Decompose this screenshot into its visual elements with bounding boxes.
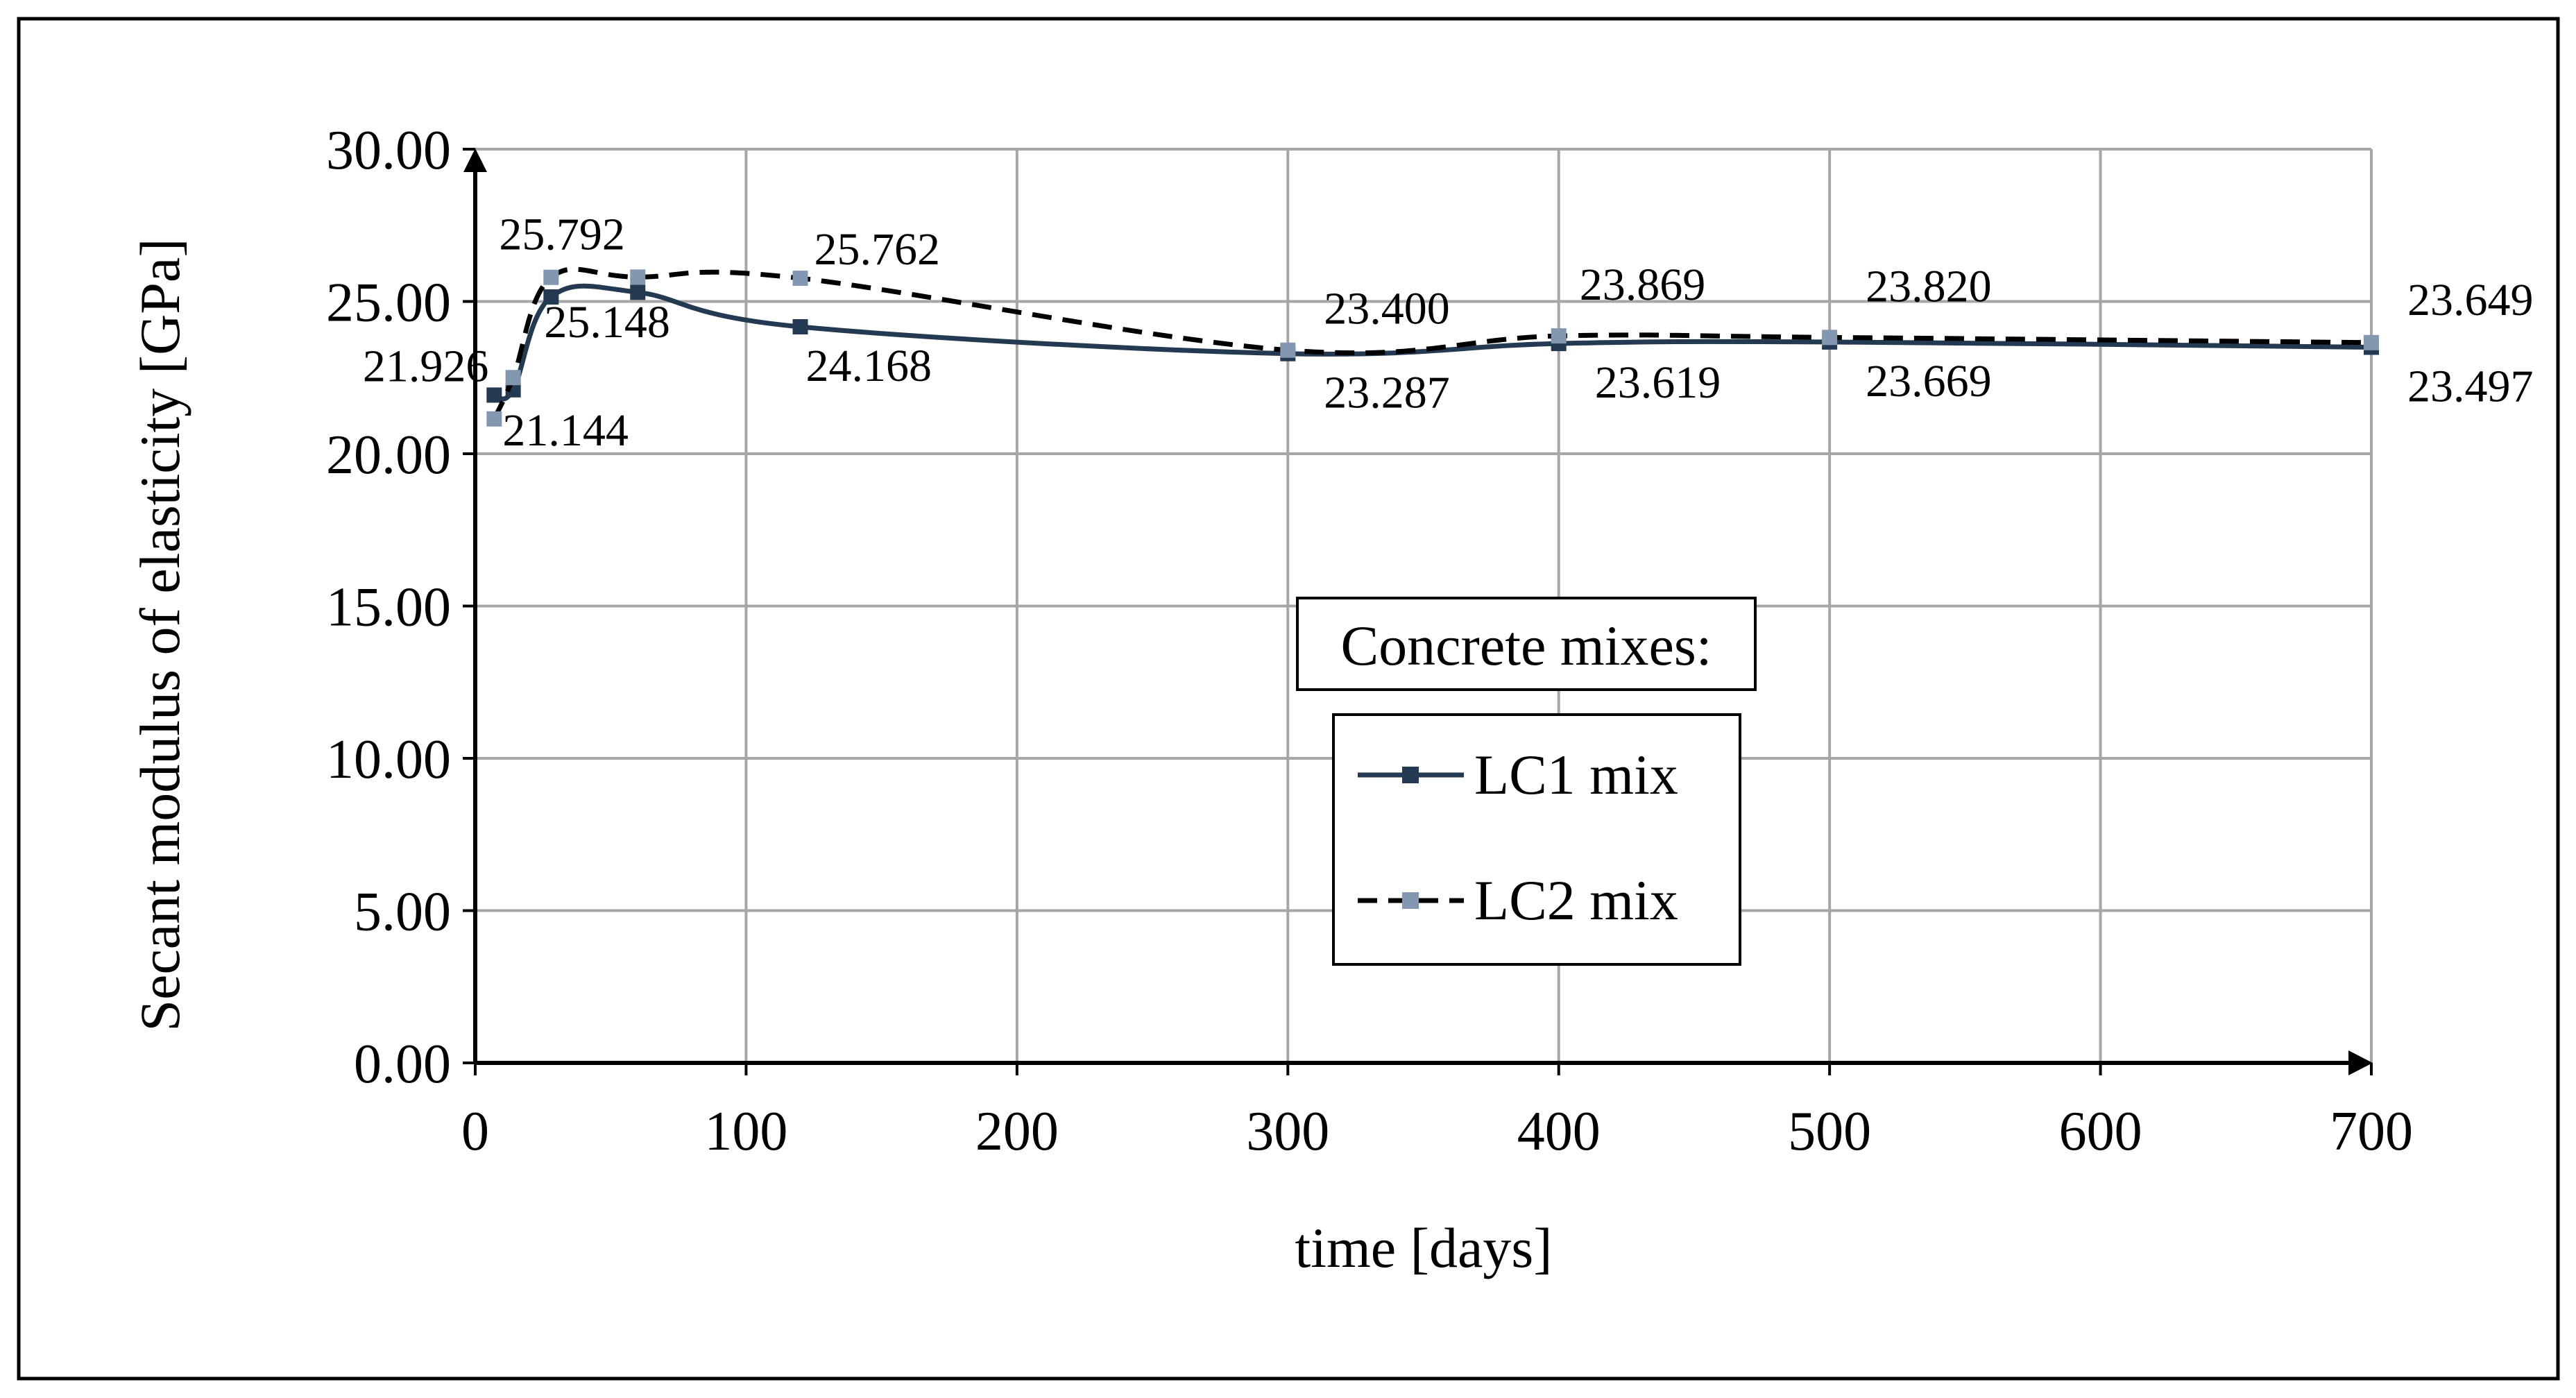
series-2-marker xyxy=(792,271,808,287)
axes xyxy=(463,148,2373,1075)
y-tick-label: 25.00 xyxy=(326,273,451,334)
data-label-lc1: 24.168 xyxy=(806,341,932,391)
y-tick-label: 30.00 xyxy=(326,120,451,181)
y-axis-arrow xyxy=(463,148,487,172)
series-2-marker xyxy=(1280,342,1296,358)
data-label-lc2: 23.649 xyxy=(2407,275,2534,325)
data-labels: 21.926 25.148 24.168 23.287 23.619 23.669 23.4… xyxy=(363,210,2534,456)
series-2-marker xyxy=(1551,328,1567,344)
x-tick-label: 600 xyxy=(2059,1101,2142,1162)
x-tick-label: 500 xyxy=(1788,1101,1871,1162)
data-label-lc1: 21.926 xyxy=(363,341,489,391)
legend: Concrete mixes: LC1 mix LC2 mix xyxy=(1296,597,1757,966)
legend-title-box xyxy=(1296,597,1757,691)
data-label-lc2: 23.820 xyxy=(1866,261,1992,312)
x-tick-label: 0 xyxy=(461,1101,489,1162)
legend-box xyxy=(1332,713,1741,966)
data-label-lc2: 25.792 xyxy=(499,210,625,260)
data-label-lc2: 23.869 xyxy=(1580,259,1706,310)
tick-labels: 0 100 200 300 400 500 600 700 0.00 5.00 10.00 15.00… xyxy=(326,120,2413,1162)
y-tick-label: 0.00 xyxy=(354,1034,451,1095)
legend-marker-lc2 xyxy=(1402,892,1419,909)
series-2-marker xyxy=(630,269,646,285)
series-2-marker xyxy=(1822,330,1838,346)
series-2-marker xyxy=(543,269,559,285)
data-label-lc1: 23.619 xyxy=(1595,357,1721,408)
x-tick-label: 400 xyxy=(1517,1101,1601,1162)
x-tick-label: 200 xyxy=(975,1101,1059,1162)
series-1-marker xyxy=(630,284,646,300)
data-label-lc1: 23.497 xyxy=(2407,361,2534,411)
series-1-marker xyxy=(543,289,559,305)
y-axis-title: Secant modulus of elasticity [GPa] xyxy=(128,238,191,1031)
series-2-marker xyxy=(2364,334,2379,350)
series-1-marker xyxy=(792,319,808,335)
data-label-lc2: 25.762 xyxy=(814,224,941,275)
x-tick-label: 100 xyxy=(704,1101,787,1162)
x-tick-label: 300 xyxy=(1246,1101,1329,1162)
y-tick-label: 5.00 xyxy=(354,882,451,943)
series-2-marker xyxy=(486,411,502,427)
series xyxy=(486,266,2379,427)
y-tick-label: 10.00 xyxy=(326,729,451,790)
legend-title: Concrete mixes: xyxy=(1340,614,1712,677)
data-label-lc1: 23.669 xyxy=(1866,356,1992,407)
series-1-marker xyxy=(486,387,502,403)
y-tick-label: 15.00 xyxy=(326,577,451,638)
legend-label-lc2: LC2 mix xyxy=(1474,869,1678,932)
x-tick-label: 700 xyxy=(2330,1101,2413,1162)
data-label-lc1: 23.287 xyxy=(1324,368,1449,418)
legend-marker-lc1 xyxy=(1402,767,1419,783)
x-axis-title: time [days] xyxy=(1295,1216,1552,1279)
legend-label-lc1: LC1 mix xyxy=(1474,743,1678,806)
series-2-marker xyxy=(505,370,521,386)
data-label-lc1: 25.148 xyxy=(544,297,670,348)
y-tick-label: 20.00 xyxy=(326,425,451,486)
x-axis-arrow xyxy=(2348,1050,2373,1075)
data-label-lc2: 23.400 xyxy=(1324,284,1449,334)
data-label-lc2: 21.144 xyxy=(502,405,629,456)
